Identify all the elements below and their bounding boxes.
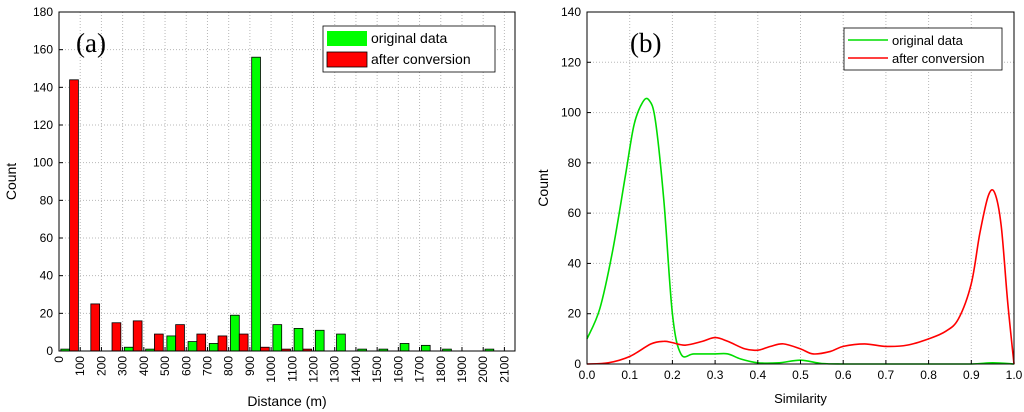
bar-converted [175, 324, 185, 352]
y-tick-label: 80 [40, 193, 54, 207]
bar-converted [238, 333, 249, 352]
y-tick-label: 20 [40, 306, 54, 320]
x-tick-label: 0.8 [920, 368, 937, 382]
x-tick-label: 0.2 [664, 368, 681, 382]
bar-original [208, 343, 219, 352]
x-tick-label: 1800 [434, 356, 448, 383]
bar-converted [196, 333, 207, 352]
panel-label-b: (b) [630, 28, 661, 58]
y-tick-label: 100 [561, 106, 581, 120]
x-tick-label: 200 [94, 356, 108, 376]
y-tick-label: 100 [33, 156, 53, 170]
legend-swatch [326, 51, 368, 68]
y-tick-label: 120 [561, 55, 581, 69]
y-tick-label: 120 [33, 118, 53, 132]
x-tick-label: 800 [222, 356, 236, 376]
chart-b: 0 20 40 60 80 100 120 140 0.0 0.1 0.2 0.3 0.4 0.5 0.6 0… [535, 5, 1023, 406]
x-tick-label: 0.7 [878, 368, 895, 382]
y-tick-label: 40 [40, 269, 54, 283]
y-tick-label: 60 [40, 231, 54, 245]
legend-swatch [327, 31, 367, 46]
y-tick-label: 0 [574, 357, 581, 371]
bar-original [293, 327, 304, 352]
bar-original [230, 314, 240, 352]
legend-entry: original data [892, 33, 964, 48]
x-tick-label: 0.3 [707, 368, 724, 382]
x-tick-label: 600 [179, 356, 193, 376]
y-tick-label: 160 [33, 43, 53, 57]
x-tick-label: 1400 [349, 356, 363, 383]
x-tick-label: 1000 [264, 356, 278, 383]
x-tick-label: 2100 [497, 356, 511, 383]
y-tick-label: 0 [46, 344, 53, 358]
bar-original [399, 343, 410, 352]
legend-a: original data after conversion [322, 25, 496, 73]
plot-frame-a [58, 11, 516, 352]
x-tick-label: 0.6 [835, 368, 852, 382]
y-tick-label: 20 [568, 307, 582, 321]
bar-original [336, 333, 346, 352]
y-tick-label: 80 [568, 156, 582, 170]
x-tick-label: 1600 [391, 356, 405, 383]
legend-entry: after conversion [371, 51, 471, 67]
bar-original [251, 56, 261, 352]
y-axis-label: Count [3, 163, 19, 200]
y-axis-label: Count [535, 169, 551, 206]
y-tick-label: 180 [33, 5, 53, 19]
bar-converted [260, 346, 270, 352]
x-tick-label: 1.0 [1006, 368, 1023, 382]
x-tick-label: 0.9 [963, 368, 980, 382]
bar-original [187, 341, 198, 352]
x-tick-label: 1900 [455, 356, 469, 383]
bar-converted [154, 333, 164, 352]
y-tick-label: 40 [568, 256, 582, 270]
x-tick-label: 0.0 [579, 368, 596, 382]
x-tick-label: 0.4 [749, 368, 766, 382]
legend-entry: after conversion [892, 51, 985, 66]
x-axis-label: Similarity [774, 391, 827, 406]
x-tick-label: 400 [137, 356, 151, 376]
bar-converted [217, 335, 228, 352]
x-tick-label: 2000 [476, 356, 490, 383]
x-tick-label: 300 [116, 356, 130, 376]
series-line-converted [586, 189, 1015, 365]
bar-original [314, 329, 325, 352]
x-tick-label: 1100 [285, 356, 299, 382]
x-tick-label: 0.1 [621, 368, 638, 382]
x-tick-label: 900 [243, 356, 257, 376]
bar-original [124, 346, 134, 352]
x-tick-label: 100 [73, 356, 87, 376]
y-tick-label: 140 [561, 5, 581, 19]
bar-original [420, 344, 431, 352]
y-tick-label: 140 [33, 80, 53, 94]
legend-entry: original data [371, 30, 447, 46]
x-tick-label: 1200 [307, 356, 321, 383]
bar-converted [132, 320, 143, 352]
bar-converted [111, 322, 122, 352]
bar-original [166, 335, 177, 352]
x-axis-label: Distance (m) [247, 393, 326, 409]
x-tick-label: 0.5 [792, 368, 809, 382]
bar-converted [90, 303, 101, 352]
bar-converted [69, 79, 79, 352]
x-tick-label: 700 [200, 356, 214, 376]
legend-frame [843, 27, 1003, 71]
x-tick-label: 0 [52, 356, 66, 363]
x-tick-label: 500 [158, 356, 172, 376]
panel-label-a: (a) [76, 28, 106, 58]
x-tick-label: 1300 [328, 356, 342, 383]
x-tick-label: 1500 [370, 356, 384, 383]
bar-original [272, 324, 283, 352]
y-tick-label: 60 [568, 206, 582, 220]
legend-b: original data after conversion [843, 27, 1003, 71]
x-tick-label: 1700 [413, 356, 427, 383]
